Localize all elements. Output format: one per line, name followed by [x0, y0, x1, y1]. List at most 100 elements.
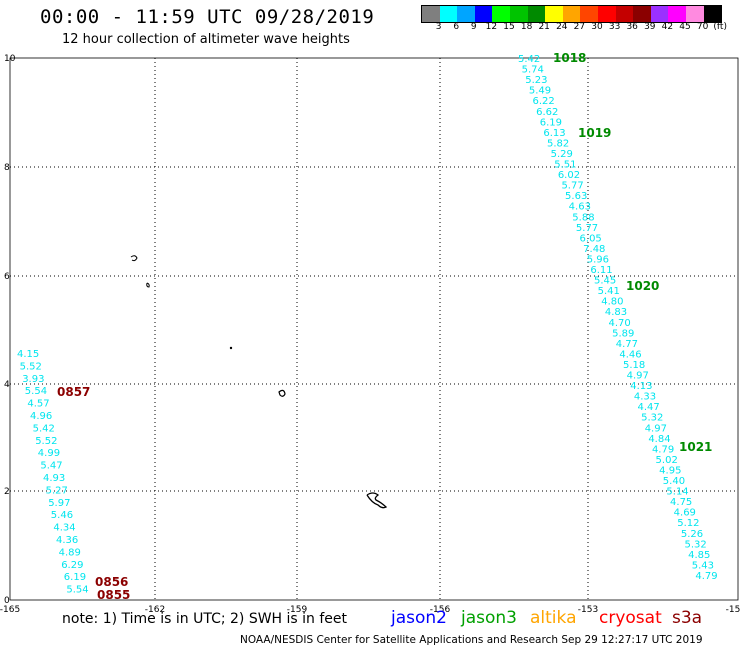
- swh-label: 6.05: [580, 233, 602, 244]
- legend-swatch: [668, 6, 686, 22]
- swh-label: 4.79: [652, 444, 674, 455]
- swh-label: 4.15: [17, 349, 39, 360]
- time-label: 0857: [57, 385, 90, 399]
- island: [278, 389, 286, 397]
- swh-label: 5.74: [522, 65, 544, 76]
- legend-label: (ft): [713, 22, 727, 32]
- swh-label: 6.13: [543, 128, 565, 139]
- swh-label: 5.63: [565, 191, 587, 202]
- swh-label: 5.43: [692, 560, 714, 571]
- legend-label: 6: [453, 22, 460, 32]
- swh-label: 5.12: [677, 518, 699, 529]
- swh-label: 5.51: [554, 160, 576, 171]
- swh-label: 5.02: [656, 455, 678, 466]
- lat-tick-label: 0: [4, 596, 10, 606]
- lon-tick-label: -159: [287, 605, 308, 615]
- legend-swatch: [703, 6, 722, 22]
- time-label: 0856: [95, 575, 128, 589]
- swh-label: 5.23: [525, 75, 547, 86]
- legend-swatch: [422, 6, 440, 22]
- legend-swatch: [545, 6, 563, 22]
- swh-label: 5.42: [33, 423, 55, 434]
- swh-label: 4.33: [634, 392, 656, 403]
- legend-label: 39: [644, 22, 656, 32]
- swh-label: 4.97: [645, 423, 667, 434]
- legend-label: 45: [679, 22, 691, 32]
- lon-tick-label: -156: [430, 605, 451, 615]
- credit-line: NOAA/NESDIS Center for Satellite Applica…: [240, 634, 703, 646]
- swh-label: 4.46: [619, 349, 641, 360]
- legend-label: 42: [661, 22, 674, 32]
- swh-label: 5.52: [20, 361, 42, 372]
- island: [130, 255, 138, 262]
- lat-tick-label: 6: [4, 272, 10, 282]
- legend-s3a: s3a: [672, 608, 703, 628]
- swh-label: 4.84: [648, 434, 670, 445]
- legend-swatch: [615, 6, 634, 22]
- swh-label: 4.70: [609, 318, 631, 329]
- swh-label: 5.27: [46, 485, 68, 496]
- swh-label: 5.77: [561, 181, 583, 192]
- swh-label: 4.47: [637, 402, 659, 413]
- swh-label: 5.32: [685, 539, 707, 550]
- legend-label: 70: [696, 22, 709, 32]
- legend-label: 21: [538, 22, 550, 32]
- map-frame: [9, 57, 739, 601]
- swh-label: 5.97: [48, 498, 70, 509]
- lon-tick-label: -15: [726, 605, 740, 615]
- legend-swatch: [650, 6, 669, 22]
- legend-swatch: [457, 6, 475, 22]
- legend-label: 30: [591, 22, 603, 32]
- legend-swatch: [509, 6, 528, 22]
- legend-label: 3: [435, 22, 442, 32]
- swh-label: 5.46: [51, 510, 73, 521]
- swh-label: 4.83: [605, 307, 627, 318]
- legend-jason3: jason3: [461, 608, 517, 628]
- swh-label: 5.40: [663, 476, 685, 487]
- swh-label: 5.82: [547, 138, 569, 149]
- legend-cryosat: cryosat: [599, 608, 662, 628]
- island: [366, 492, 388, 509]
- time-label: 1019: [578, 126, 611, 140]
- color-legend: [421, 5, 723, 23]
- swh-label: 6.02: [558, 170, 580, 181]
- swh-label: 5.77: [576, 223, 598, 234]
- island: [229, 346, 233, 350]
- swh-label: 4.93: [43, 473, 65, 484]
- swh-label: 5.29: [551, 149, 573, 160]
- swh-label: 5.47: [40, 461, 62, 472]
- swh-label: 4.97: [627, 371, 649, 382]
- time-label: 1021: [679, 440, 712, 454]
- legend-label: 24: [556, 22, 568, 32]
- swh-label: 5.42: [518, 54, 540, 65]
- swh-label: 4.80: [601, 297, 623, 308]
- swh-label: 5.54: [66, 585, 88, 596]
- islands: [130, 255, 388, 509]
- graticule: [9, 57, 739, 601]
- swh-label: 5.26: [681, 529, 703, 540]
- time-label: 1020: [626, 279, 659, 293]
- legend-altika: altika: [530, 608, 577, 628]
- swh-label: 4.85: [688, 550, 710, 561]
- lat-tick-label: 4: [4, 380, 10, 390]
- swh-label: 5.88: [572, 212, 594, 223]
- legend-swatch: [633, 6, 651, 22]
- swh-label: 5.49: [529, 86, 551, 97]
- lat-tick-label: 10: [4, 54, 16, 64]
- legend-swatch: [474, 6, 493, 22]
- legend-swatch: [685, 6, 704, 22]
- swh-label: 4.89: [59, 547, 81, 558]
- swh-label: 6.62: [536, 107, 558, 118]
- legend-label: 12: [485, 22, 498, 32]
- swh-label: 5.54: [25, 386, 47, 397]
- swh-label: 3.93: [22, 374, 44, 385]
- swh-label: 7.48: [583, 244, 605, 255]
- swh-label: 5.96: [587, 254, 609, 265]
- legend-label: 27: [573, 22, 586, 32]
- swh-label: 6.29: [61, 560, 83, 571]
- lon-tick-label: -153: [578, 605, 598, 615]
- legend-swatch: [580, 6, 598, 22]
- swh-label: 5.14: [666, 487, 688, 498]
- lon-tick-label: -162: [145, 605, 165, 615]
